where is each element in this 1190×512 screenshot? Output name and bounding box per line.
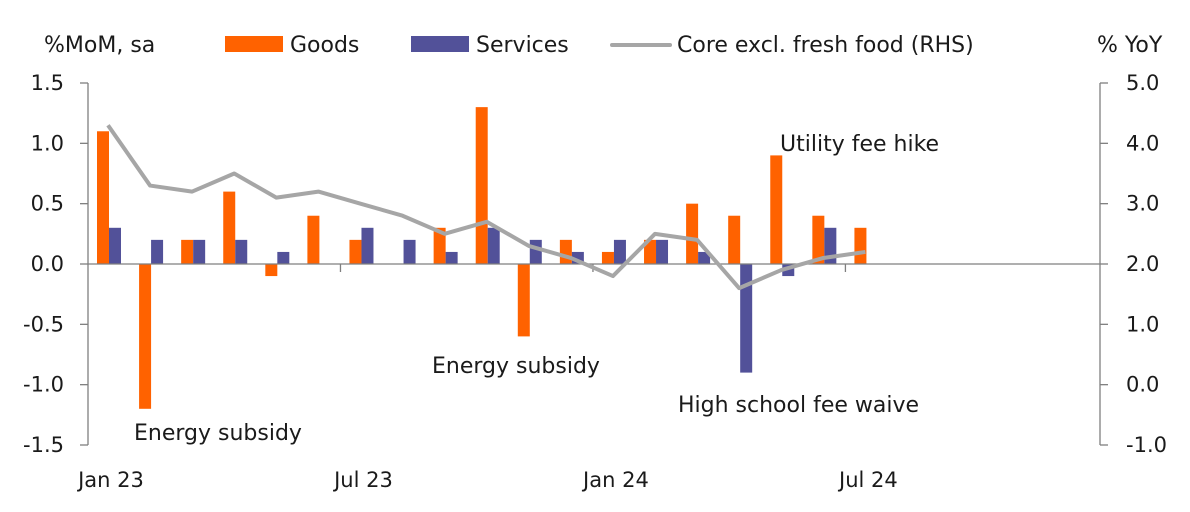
bar-goods-jan-24 xyxy=(601,251,614,264)
x-tick-label: Jul 24 xyxy=(837,468,898,492)
left-tick-label: -1.0 xyxy=(23,373,64,397)
bar-services-mar-23 xyxy=(193,239,206,264)
bar-goods-jan-23 xyxy=(97,131,109,264)
left-tick-label: 1.0 xyxy=(31,131,64,155)
bar-goods-may-24 xyxy=(770,155,783,264)
left-tick-label: 0.0 xyxy=(31,252,64,276)
legend-label-goods: Goods xyxy=(290,33,359,58)
bar-goods-jun-23 xyxy=(307,215,320,264)
line-layer xyxy=(106,124,866,291)
right-axis-title: % YoY xyxy=(1097,33,1163,58)
right-tick-label: 3.0 xyxy=(1126,192,1159,216)
bar-services-oct-23 xyxy=(487,227,500,264)
x-tick-label: Jan 24 xyxy=(581,468,649,492)
bar-services-feb-24 xyxy=(656,239,669,264)
bar-goods-may-23 xyxy=(265,264,278,277)
left-axis-title: %MoM, sa xyxy=(44,33,155,58)
annotation-high-school-fee: High school fee waive xyxy=(678,393,919,418)
bar-goods-feb-24 xyxy=(644,239,657,264)
bar-goods-sep-23 xyxy=(433,227,446,264)
right-tick-label: 0.0 xyxy=(1126,373,1159,397)
legend-label-core: Core excl. fresh food (RHS) xyxy=(677,33,974,58)
bar-goods-feb-23 xyxy=(139,264,152,409)
bar-goods-oct-23 xyxy=(475,107,488,264)
left-tick-label: 0.5 xyxy=(31,192,64,216)
bar-services-jul-23 xyxy=(361,227,374,264)
x-tick-label: Jul 23 xyxy=(332,468,393,492)
left-tick-label: -1.5 xyxy=(23,433,64,457)
legend-swatch-goods xyxy=(225,36,283,52)
bar-goods-dec-23 xyxy=(559,239,572,264)
bars-layer xyxy=(97,107,867,409)
annotation-utility-fee-hike: Utility fee hike xyxy=(780,132,939,157)
bar-services-nov-23 xyxy=(529,239,542,264)
left-tick-label: 1.5 xyxy=(31,71,64,95)
bar-goods-apr-24 xyxy=(728,215,741,264)
bar-services-may-23 xyxy=(277,251,290,264)
bar-goods-mar-24 xyxy=(686,203,699,264)
bar-goods-jul-23 xyxy=(349,239,362,264)
legend: %MoM, sa Goods Services Core excl. fresh… xyxy=(44,33,1163,58)
bar-goods-jun-24 xyxy=(812,215,825,264)
bar-services-apr-23 xyxy=(235,239,248,264)
bar-services-jan-23 xyxy=(109,227,121,264)
right-tick-label: 2.0 xyxy=(1126,252,1159,276)
annotation-energy-subsidy-1: Energy subsidy xyxy=(134,421,302,446)
right-tick-label: 1.0 xyxy=(1126,312,1159,336)
bar-services-mar-24 xyxy=(698,251,711,264)
bar-goods-mar-23 xyxy=(181,239,194,264)
bar-goods-apr-23 xyxy=(223,191,236,264)
left-tick-label: -0.5 xyxy=(23,312,64,336)
axes-layer: 1.5 1.0 0.5 0.0 -0.5 -1.0 -1.5 5.0 4.0 3.0 2.0 1.0 0… xyxy=(23,71,1167,492)
bar-services-jan-24 xyxy=(613,239,626,264)
legend-swatch-services xyxy=(411,36,469,52)
bar-services-apr-24 xyxy=(740,264,753,373)
bar-services-feb-23 xyxy=(151,239,164,264)
x-tick-label: Jan 23 xyxy=(76,468,144,492)
bar-services-sep-23 xyxy=(445,251,458,264)
right-tick-label: 5.0 xyxy=(1126,71,1159,95)
right-tick-label: -1.0 xyxy=(1126,433,1167,457)
bar-services-aug-23 xyxy=(403,239,416,264)
bar-goods-jul-24 xyxy=(854,227,867,264)
right-tick-label: 4.0 xyxy=(1126,131,1159,155)
annotation-energy-subsidy-2: Energy subsidy xyxy=(432,354,600,379)
bar-goods-nov-23 xyxy=(517,264,530,337)
legend-label-services: Services xyxy=(476,33,569,58)
